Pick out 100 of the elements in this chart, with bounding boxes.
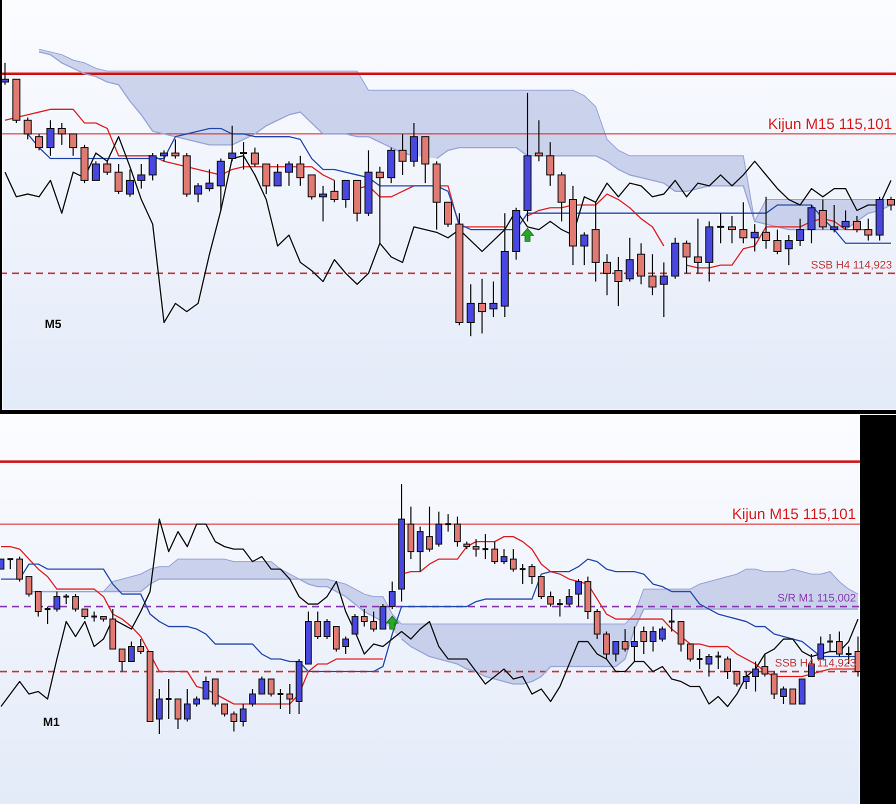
candlestick [137, 638, 144, 655]
candlestick [489, 280, 498, 318]
candlestick [454, 516, 461, 548]
candlestick [482, 534, 490, 560]
candlestick [26, 576, 32, 598]
candlestick [44, 606, 52, 625]
ref-line-label: Kijun M15 115,101 [768, 116, 892, 133]
candlestick [156, 688, 163, 735]
candlestick [864, 218, 872, 242]
candlestick [575, 578, 582, 608]
candlestick [319, 185, 328, 222]
candlestick [81, 608, 88, 620]
candlestick [750, 224, 759, 252]
candlestick [546, 142, 554, 186]
candlestick [72, 593, 79, 612]
candlestick [240, 703, 247, 728]
candlestick [444, 514, 452, 532]
candlestick [614, 256, 622, 307]
candlestick [518, 564, 527, 585]
candlestick [193, 696, 200, 708]
candlestick [250, 147, 259, 168]
candlestick [69, 133, 78, 156]
candlestick [376, 166, 384, 244]
candlestick [491, 541, 498, 565]
candlestick [54, 590, 60, 612]
ref-line-label: S/R M1 115,002 [777, 592, 856, 605]
candlestick [696, 648, 704, 670]
candlestick [274, 163, 282, 186]
candlestick [6, 558, 14, 570]
candlestick [370, 610, 377, 632]
candlestick [230, 710, 238, 732]
candlestick [296, 155, 304, 186]
candlestick [398, 133, 407, 176]
candlestick [603, 630, 610, 660]
candlestick [682, 240, 691, 274]
candlestick [566, 588, 573, 608]
candlestick [174, 698, 182, 730]
candlestick [594, 608, 601, 640]
candlestick [148, 152, 157, 181]
candlestick [249, 688, 256, 708]
candlestick [660, 262, 668, 318]
candlestick [103, 160, 112, 176]
candlestick [308, 174, 316, 200]
candlestick [62, 593, 70, 605]
candlestick [547, 590, 554, 608]
candlestick [678, 620, 684, 652]
candlestick [817, 636, 824, 660]
candlestick [603, 254, 612, 296]
ref-line-label: SSB H4 114,923 [810, 259, 892, 272]
candlestick [773, 229, 782, 255]
candlestick [380, 603, 386, 630]
candlestick [330, 180, 338, 203]
candlestick [128, 640, 135, 662]
candlestick [388, 580, 396, 610]
candlestick [612, 640, 620, 662]
candlestick [770, 670, 778, 700]
candlestick [830, 204, 838, 233]
candlestick [160, 150, 168, 162]
candlestick [742, 670, 750, 690]
candlestick [34, 590, 42, 618]
candlestick [668, 608, 676, 632]
candlestick [818, 198, 827, 230]
candlestick [694, 218, 702, 274]
candlestick [262, 163, 270, 195]
candlestick [286, 683, 294, 715]
candlestick [622, 628, 629, 652]
candlestick [528, 564, 536, 585]
ref-line-label: Kijun M15 115,101 [732, 506, 856, 524]
candlestick [724, 656, 731, 680]
candlestick [268, 678, 275, 698]
candlestick [784, 234, 793, 266]
candlestick [435, 511, 442, 548]
candlestick [780, 686, 787, 705]
candlestick [137, 163, 146, 190]
candlestick [221, 703, 228, 718]
candlestick [706, 653, 712, 678]
candlestick [472, 538, 480, 558]
candlestick [184, 688, 191, 722]
candlestick [716, 212, 726, 244]
candlestick [276, 688, 284, 710]
candlestick [852, 215, 861, 233]
candlestick [842, 210, 850, 230]
candlestick [205, 168, 214, 192]
candlestick [886, 196, 896, 212]
candlestick [426, 506, 433, 552]
candlestick [352, 613, 358, 635]
candlestick [762, 196, 770, 250]
candlestick [807, 204, 816, 244]
candlestick [789, 688, 796, 704]
candlestick [114, 163, 123, 195]
candlestick [739, 202, 748, 244]
candlestick [556, 598, 564, 618]
candlestick [650, 626, 656, 652]
candlestick [686, 643, 694, 662]
candlestick [648, 254, 656, 296]
candlestick [640, 626, 648, 655]
candlestick [538, 576, 545, 600]
candlestick [92, 160, 100, 181]
candlestick [46, 120, 54, 156]
candlestick [171, 138, 180, 160]
